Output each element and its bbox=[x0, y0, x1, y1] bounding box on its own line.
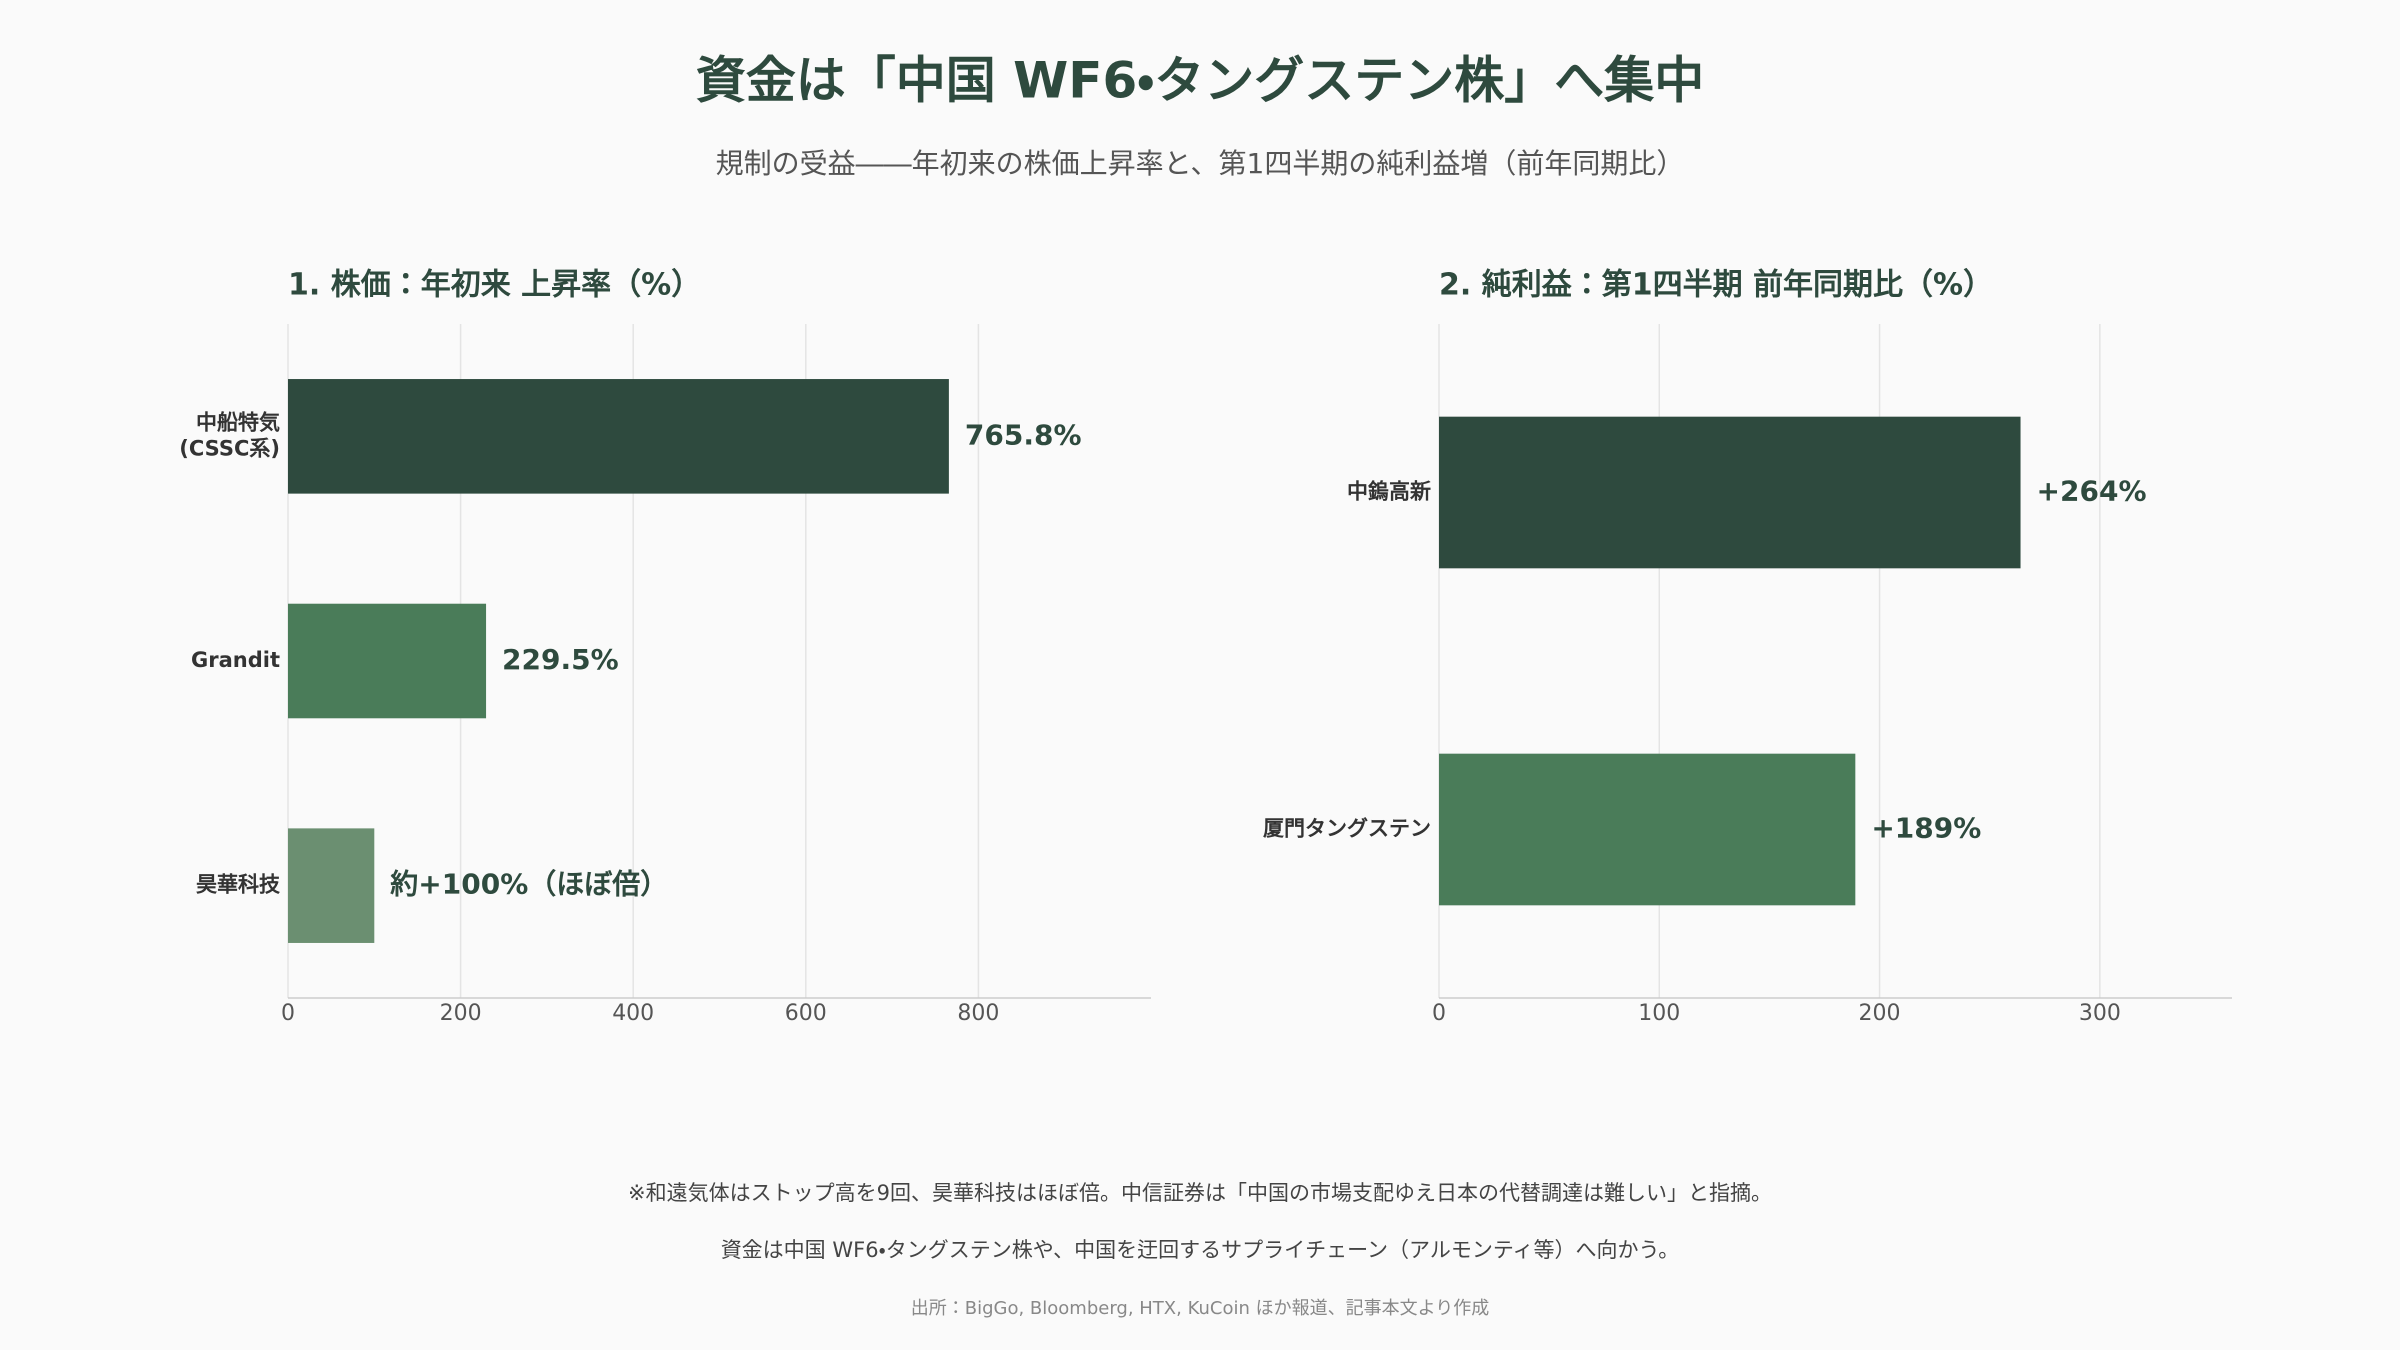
value-label: +264% bbox=[2037, 475, 2147, 508]
x-tick-label: 200 bbox=[1859, 1001, 1901, 1026]
x-tick-label: 100 bbox=[1638, 1001, 1680, 1026]
category-label: 昊華科技 bbox=[196, 873, 281, 897]
bar bbox=[1439, 416, 2021, 569]
x-tick-label: 800 bbox=[957, 1001, 999, 1026]
bar bbox=[288, 603, 487, 719]
subtitle: 規制の受益――年初来の株価上昇率と、第1四半期の純利益増（前年同期比） bbox=[716, 147, 1685, 180]
x-tick-label: 600 bbox=[785, 1001, 827, 1026]
bar bbox=[288, 828, 375, 943]
x-tick-label: 300 bbox=[2079, 1001, 2121, 1026]
bar bbox=[1439, 753, 1856, 906]
category-label: 中鎢高新 bbox=[1347, 480, 1431, 504]
note: ※和遠気体はストップ高を9回、昊華科技はほぼ倍。中信証券は「中国の市場支配ゆえ日… bbox=[628, 1181, 1772, 1205]
bar bbox=[288, 379, 949, 494]
x-tick-label: 0 bbox=[281, 1001, 295, 1026]
source: 出所：BigGo, Bloomberg, HTX, KuCoin ほか報道、記事… bbox=[911, 1298, 1490, 1319]
value-label: +189% bbox=[1871, 812, 1981, 845]
value-label: 765.8% bbox=[965, 418, 1082, 451]
chart-title: 2. 純利益：第1四半期 前年同期比（%） bbox=[1439, 268, 1993, 303]
category-label: 中船特気(CSSC系) bbox=[179, 410, 280, 460]
category-label: 厦門タングステン bbox=[1263, 817, 1431, 841]
category-label: Grandit bbox=[191, 648, 280, 672]
x-tick-label: 0 bbox=[1432, 1001, 1446, 1026]
page-title: 資金は「中国 WF6・タングステン株」へ集中 bbox=[696, 52, 1705, 110]
value-label: 約+100%（ほぼ倍） bbox=[389, 868, 668, 901]
value-label: 229.5% bbox=[502, 643, 619, 676]
chart-title: 1. 株価：年初来 上昇率（%） bbox=[288, 268, 701, 303]
x-tick-label: 400 bbox=[612, 1001, 654, 1026]
note: 資金は中国 WF6・タングステン株や、中国を迂回するサプライチェーン（アルモンテ… bbox=[721, 1238, 1680, 1262]
x-tick-label: 200 bbox=[440, 1001, 482, 1026]
